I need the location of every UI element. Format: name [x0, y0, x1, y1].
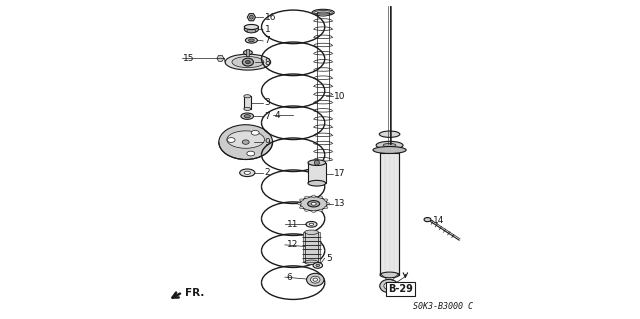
Text: 4: 4	[274, 111, 280, 120]
Ellipse shape	[373, 146, 406, 153]
Ellipse shape	[247, 151, 255, 156]
Ellipse shape	[312, 195, 316, 197]
Ellipse shape	[225, 54, 271, 70]
Bar	[303, 254, 320, 258]
Ellipse shape	[243, 50, 252, 55]
Text: 16: 16	[265, 13, 276, 22]
Ellipse shape	[227, 137, 235, 142]
Ellipse shape	[247, 29, 256, 33]
Ellipse shape	[252, 130, 259, 135]
Ellipse shape	[300, 206, 303, 209]
Ellipse shape	[244, 115, 250, 118]
Text: 15: 15	[184, 54, 195, 63]
Text: 10: 10	[334, 92, 346, 101]
Ellipse shape	[245, 37, 257, 43]
Text: B-29: B-29	[388, 284, 413, 294]
Ellipse shape	[310, 276, 320, 283]
Ellipse shape	[319, 209, 323, 211]
Text: 12: 12	[287, 241, 298, 249]
Text: 2: 2	[265, 168, 270, 177]
Bar	[303, 245, 320, 249]
Ellipse shape	[383, 143, 396, 147]
Text: S0K3-B3000 C: S0K3-B3000 C	[413, 302, 474, 311]
Text: 7: 7	[265, 36, 271, 45]
Ellipse shape	[308, 201, 320, 207]
Text: 13: 13	[334, 199, 346, 208]
Ellipse shape	[424, 218, 431, 222]
Ellipse shape	[305, 209, 308, 211]
Ellipse shape	[300, 197, 327, 211]
Ellipse shape	[239, 169, 255, 177]
Ellipse shape	[307, 273, 324, 286]
Ellipse shape	[313, 263, 323, 268]
Ellipse shape	[306, 221, 317, 227]
Ellipse shape	[309, 223, 314, 226]
Bar	[380, 153, 399, 275]
Ellipse shape	[244, 26, 259, 33]
Ellipse shape	[324, 199, 328, 201]
Ellipse shape	[308, 160, 326, 166]
Bar	[303, 249, 320, 254]
Ellipse shape	[244, 107, 251, 110]
Ellipse shape	[227, 131, 264, 148]
Text: 6: 6	[287, 273, 292, 282]
Bar	[246, 49, 250, 56]
Ellipse shape	[311, 202, 316, 205]
Bar	[308, 163, 326, 183]
Ellipse shape	[244, 95, 251, 98]
Ellipse shape	[316, 264, 320, 267]
Text: 1: 1	[265, 25, 271, 34]
Text: 8: 8	[265, 58, 271, 67]
Circle shape	[314, 160, 319, 165]
Ellipse shape	[308, 180, 326, 186]
Text: FR.: FR.	[185, 288, 204, 298]
Ellipse shape	[305, 196, 308, 198]
Ellipse shape	[241, 113, 253, 119]
Ellipse shape	[232, 56, 264, 68]
Text: 9: 9	[265, 137, 271, 147]
Ellipse shape	[317, 12, 330, 16]
Ellipse shape	[244, 25, 259, 30]
Text: 5: 5	[326, 254, 332, 263]
Ellipse shape	[380, 279, 398, 293]
Ellipse shape	[324, 206, 328, 209]
Ellipse shape	[305, 260, 319, 264]
Ellipse shape	[300, 199, 303, 201]
Ellipse shape	[312, 9, 334, 16]
Ellipse shape	[384, 282, 394, 290]
Ellipse shape	[298, 203, 301, 205]
Text: 7: 7	[265, 112, 271, 121]
Bar	[303, 232, 320, 236]
Ellipse shape	[387, 285, 391, 287]
Ellipse shape	[243, 58, 253, 66]
Ellipse shape	[376, 141, 403, 149]
Ellipse shape	[244, 171, 250, 174]
Ellipse shape	[380, 272, 399, 278]
Ellipse shape	[380, 131, 400, 137]
Circle shape	[250, 15, 253, 19]
Ellipse shape	[246, 61, 250, 64]
Ellipse shape	[305, 230, 319, 234]
Text: 14: 14	[433, 216, 445, 225]
Text: 11: 11	[287, 220, 298, 229]
Ellipse shape	[242, 140, 249, 144]
Bar	[244, 96, 251, 109]
Ellipse shape	[313, 278, 317, 281]
Ellipse shape	[326, 203, 330, 205]
Ellipse shape	[312, 210, 316, 212]
Ellipse shape	[219, 125, 273, 160]
Ellipse shape	[319, 196, 323, 198]
Ellipse shape	[248, 39, 254, 42]
Bar	[303, 258, 320, 262]
Text: 3: 3	[265, 98, 271, 107]
Bar	[303, 236, 320, 241]
Text: 17: 17	[334, 169, 346, 178]
Bar	[303, 241, 320, 245]
